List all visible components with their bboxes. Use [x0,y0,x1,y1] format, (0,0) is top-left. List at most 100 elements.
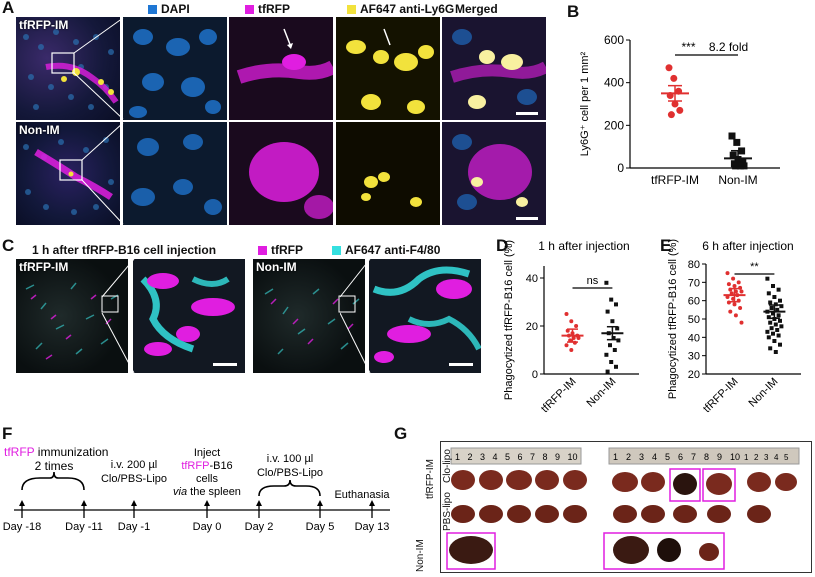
data-point [778,318,782,323]
panel-g-label: G [394,424,408,443]
overview-texture [23,137,114,215]
zoom-c-non-im [369,259,481,373]
via-spleen-label: via the spleen [173,486,241,498]
chart-d: 0 20 40 Phagocytized tfRFP-B16 cell (%) tfRF… [503,239,639,416]
ruler-number: 3 [639,452,644,462]
iv-100-label-2: Clo/PBS-Lipo [257,467,323,479]
data-point [736,280,741,285]
significance-label: ns [587,275,599,287]
iv-label-2: Clo/PBS-Lipo [101,473,167,485]
day-label: Day -18 [3,521,42,533]
inject-cells-label: tfRFP-B16 [181,460,232,472]
data-point [614,302,618,307]
data-point [768,320,773,325]
row-label-non-im: Non-IM [19,123,60,137]
timeline-arrow [81,500,87,506]
data-point [739,320,744,325]
g-row-label-pbs: PBS-lipo [442,492,453,531]
timeline-arrow [369,500,375,506]
y-tick-label: 70 [688,277,700,289]
data-point [732,302,737,307]
inject-label: Inject [194,447,220,459]
zoom-connectors-c-right [340,258,371,374]
data-point [604,280,609,285]
data-point [733,138,741,146]
x-tick-label: tfRFP-IM [651,173,699,187]
ruler-number: 4 [774,453,779,462]
data-point [609,360,614,364]
data-point [775,328,780,332]
immunization-count: 2 times [35,459,74,473]
f480-swatch [332,246,341,255]
ly6g-tile-non-im [336,122,440,225]
data-point [779,304,784,309]
data-point [728,132,736,140]
data-point [676,106,684,114]
data-point [614,364,618,369]
overview-image-non-im: Non-IM [16,122,120,225]
g-row-label-clo: Clo-lipo [442,449,453,483]
ruler-number: 1 [744,453,749,462]
panel-c-title: 1 h after tfRFP-B16 cell injection [32,243,217,257]
ruler-number: 6 [518,452,523,462]
timeline-arrow [317,500,323,506]
iv-100-label: i.v. 100 µl [267,453,314,465]
zoom-connectors-a [73,17,124,225]
ruler-number: 5 [665,452,670,462]
overview-c-tfrfp-im: tfRFP-IM [16,259,128,373]
c-label-non-im: Non-IM [256,260,297,274]
data-point [605,309,610,314]
row-label-tfrfp-im: tfRFP-IM [19,18,69,32]
data-point [773,322,778,327]
livers-clo-lipo [451,470,797,495]
data-point [738,306,743,310]
data-point [779,324,784,329]
ruler-number: 2 [754,453,759,462]
data-point [778,342,782,347]
ruler-number: 3 [480,452,485,462]
legend-c-tfrfp: tfRFP [258,243,303,257]
data-point [778,298,782,303]
timeline-arrow [204,500,210,506]
ruler-number: 2 [626,452,631,462]
livers-non-im [449,536,719,564]
data-point [771,311,775,316]
data-point [775,307,780,312]
data-point [667,111,675,119]
iv-label-1: i.v. 200 µl [111,459,158,471]
g-row-label-tfrfp-im: tfRFP-IM [425,459,436,499]
data-point [773,350,778,354]
liver-photo: 1 2 3 4 5 6 7 8 9 10 1 2 3 4 5 6 7 8 9 10 1 2 3 4 5 [446,447,800,570]
data-point [611,336,616,340]
x-tick-label: tfRFP-IM [539,376,579,416]
dapi-swatch [148,5,157,14]
brace [21,471,85,491]
y-tick-label: 20 [526,321,538,333]
ruler-number: 4 [652,452,657,462]
ruler-number: 7 [691,452,696,462]
data-point [766,335,771,340]
y-axis-label: Phagocytized tfRFP-B16 cell (%) [503,240,515,400]
day-label: Day 0 [193,521,222,533]
data-point [725,271,730,276]
ruler-number: 5 [505,452,510,462]
ruler-number: 8 [704,452,709,462]
y-tick-label: 40 [688,332,700,344]
data-point [564,343,569,348]
y-axis-label: Phagocytized tfRFP-B16 cell (%) [667,239,679,399]
data-point [776,313,781,318]
legend-merged: Merged [455,2,498,16]
data-point [574,324,579,328]
ruler-number: 8 [543,452,548,462]
y-tick-label: 60 [688,296,700,308]
ruler-number: 4 [493,452,498,462]
ly6g-tile-tfrfp-im [336,17,440,120]
tfrfp-tile-tfrfp-im [229,17,333,120]
ruler-number: 5 [784,453,789,462]
ruler-number: 6 [678,452,683,462]
ruler-number: 9 [555,452,560,462]
ruler-number: 10 [568,452,578,462]
legend-c-f480: AF647 anti-F4/80 [332,243,440,257]
data-point [772,295,777,299]
data-point [729,151,737,159]
